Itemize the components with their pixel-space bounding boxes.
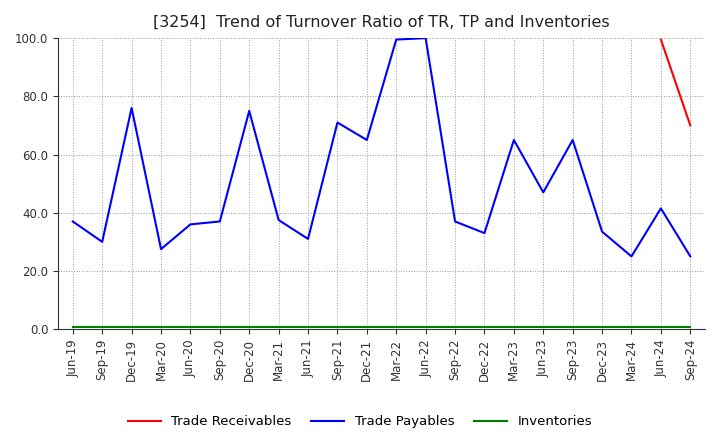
Inventories — [421, 324, 430, 330]
Trade Payables — [157, 246, 166, 252]
Inventories — [304, 324, 312, 330]
Trade Payables — [480, 231, 489, 236]
Inventories — [127, 324, 136, 330]
Inventories — [686, 324, 695, 330]
Inventories — [363, 324, 372, 330]
Inventories — [333, 324, 342, 330]
Inventories — [245, 324, 253, 330]
Inventories — [539, 324, 548, 330]
Title: [3254]  Trend of Turnover Ratio of TR, TP and Inventories: [3254] Trend of Turnover Ratio of TR, TP… — [153, 15, 610, 30]
Inventories — [157, 324, 166, 330]
Trade Payables — [215, 219, 224, 224]
Trade Payables — [127, 105, 136, 110]
Inventories — [510, 324, 518, 330]
Legend: Trade Receivables, Trade Payables, Inventories: Trade Receivables, Trade Payables, Inven… — [122, 410, 598, 433]
Trade Payables — [363, 137, 372, 143]
Trade Payables — [98, 239, 107, 245]
Inventories — [480, 324, 489, 330]
Trade Payables — [627, 254, 636, 259]
Trade Payables — [186, 222, 194, 227]
Inventories — [68, 324, 77, 330]
Trade Payables — [68, 219, 77, 224]
Trade Payables — [333, 120, 342, 125]
Trade Payables — [421, 36, 430, 41]
Trade Payables — [245, 108, 253, 114]
Trade Payables — [510, 137, 518, 143]
Inventories — [627, 324, 636, 330]
Inventories — [98, 324, 107, 330]
Inventories — [392, 324, 400, 330]
Trade Payables — [657, 206, 665, 211]
Trade Payables — [274, 217, 283, 223]
Inventories — [186, 324, 194, 330]
Inventories — [568, 324, 577, 330]
Trade Payables — [598, 229, 606, 234]
Trade Payables — [539, 190, 548, 195]
Trade Receivables — [686, 123, 695, 128]
Inventories — [598, 324, 606, 330]
Trade Payables — [686, 254, 695, 259]
Trade Payables — [304, 236, 312, 242]
Trade Payables — [451, 219, 459, 224]
Trade Payables — [568, 137, 577, 143]
Trade Receivables — [657, 37, 665, 42]
Trade Payables — [392, 37, 400, 42]
Line: Trade Receivables: Trade Receivables — [661, 40, 690, 125]
Inventories — [215, 324, 224, 330]
Line: Trade Payables: Trade Payables — [73, 38, 690, 257]
Inventories — [657, 324, 665, 330]
Inventories — [274, 324, 283, 330]
Inventories — [451, 324, 459, 330]
